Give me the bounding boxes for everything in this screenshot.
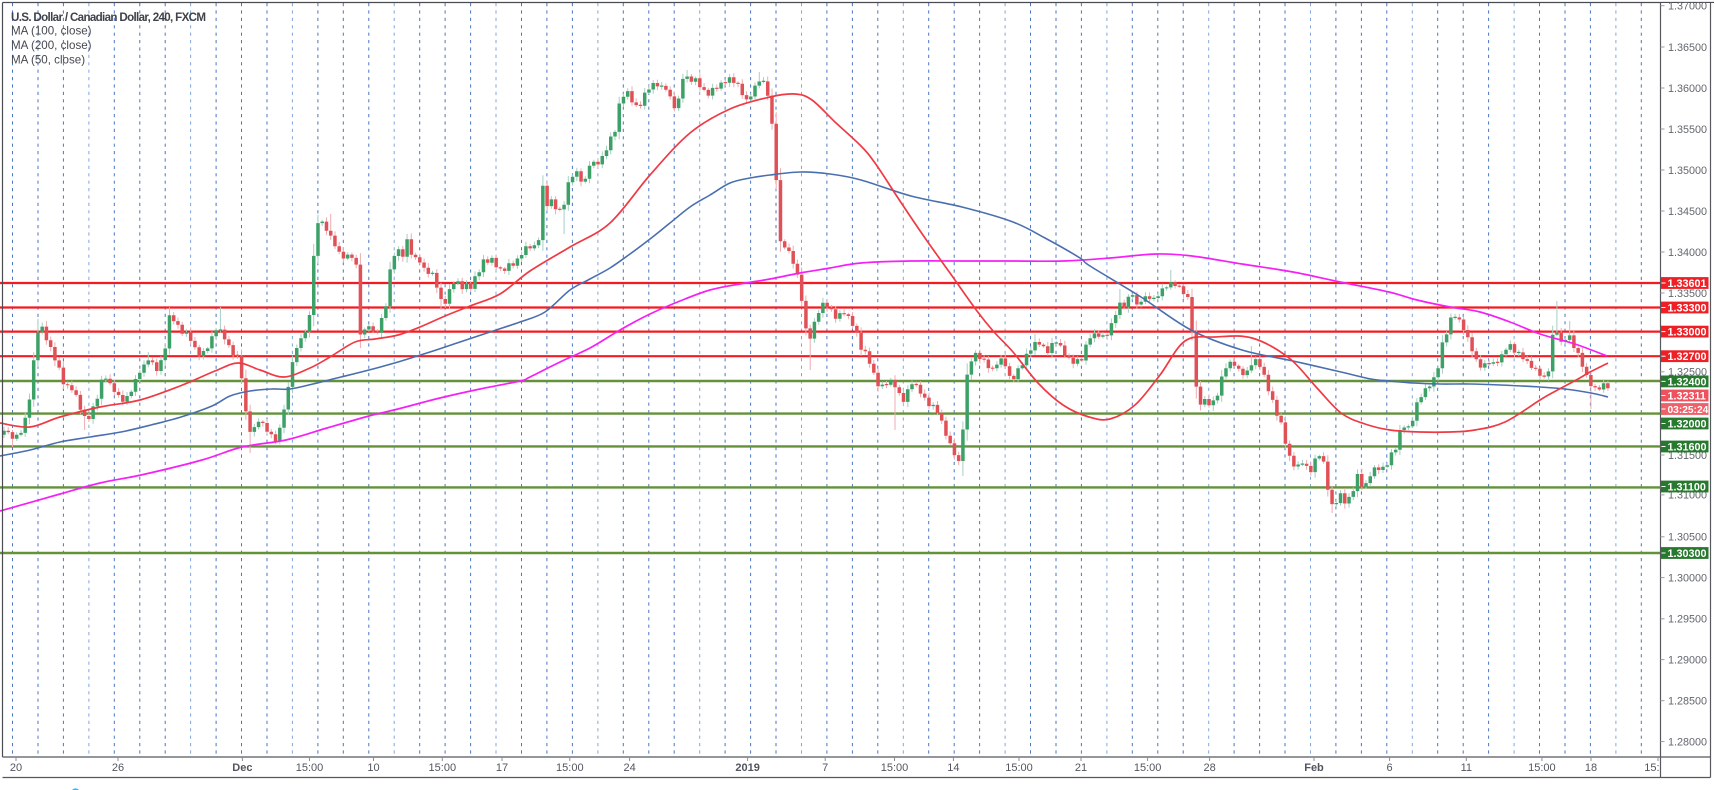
- svg-text:03:25:24: 03:25:24: [1668, 405, 1709, 416]
- svg-text:1.35000: 1.35000: [1668, 165, 1707, 177]
- svg-text:1.34500: 1.34500: [1668, 206, 1707, 218]
- svg-text:1.35500: 1.35500: [1668, 124, 1707, 136]
- svg-text:7: 7: [822, 762, 828, 774]
- svg-text:1.36500: 1.36500: [1668, 42, 1707, 54]
- svg-text:15:00: 15:00: [1644, 762, 1672, 774]
- svg-text:1.29000: 1.29000: [1668, 654, 1707, 666]
- svg-text:1.34000: 1.34000: [1668, 247, 1707, 259]
- svg-text:MA (200, close): MA (200, close): [11, 39, 92, 52]
- svg-text:28: 28: [1203, 762, 1215, 774]
- svg-text:17: 17: [496, 762, 508, 774]
- svg-text:10: 10: [367, 762, 379, 774]
- svg-text:1.33000: 1.33000: [1668, 327, 1707, 339]
- svg-text:15:00: 15:00: [1528, 762, 1556, 774]
- svg-text:1.32000: 1.32000: [1668, 419, 1707, 431]
- svg-text:15:00: 15:00: [1005, 762, 1033, 774]
- svg-text:6: 6: [1387, 762, 1393, 774]
- svg-text:1.31100: 1.31100: [1668, 482, 1706, 494]
- svg-text:1.28500: 1.28500: [1668, 696, 1707, 708]
- svg-text:Feb: Feb: [1304, 762, 1324, 774]
- svg-text:15:00: 15:00: [556, 762, 584, 774]
- svg-text:26: 26: [112, 762, 124, 774]
- svg-text:1.33601: 1.33601: [1668, 278, 1707, 290]
- svg-text:18: 18: [1585, 762, 1597, 774]
- svg-text:15:00: 15:00: [1134, 762, 1162, 774]
- svg-text:MA (50, close): MA (50, close): [11, 54, 85, 67]
- svg-text:21: 21: [1075, 762, 1087, 774]
- svg-text:1.31000: 1.31000: [1668, 490, 1707, 502]
- svg-text:1.37000: 1.37000: [1668, 1, 1707, 13]
- svg-text:20: 20: [10, 762, 22, 774]
- svg-text:1.28000: 1.28000: [1668, 736, 1707, 748]
- svg-text:1.36000: 1.36000: [1668, 83, 1707, 95]
- svg-text:11: 11: [1461, 762, 1472, 774]
- svg-text:1.32700: 1.32700: [1668, 351, 1707, 363]
- svg-text:U.S. Dollar / Canadian Dollar,: U.S. Dollar / Canadian Dollar, 240, FXCM: [11, 11, 206, 24]
- svg-text:1.32400: 1.32400: [1668, 376, 1707, 388]
- svg-text:15:00: 15:00: [429, 762, 457, 774]
- svg-text:1.30000: 1.30000: [1668, 572, 1707, 584]
- svg-text:1.29500: 1.29500: [1668, 614, 1707, 626]
- svg-text:2019: 2019: [735, 762, 759, 774]
- svg-text:14: 14: [947, 762, 959, 774]
- svg-text:24: 24: [623, 762, 635, 774]
- svg-text:1.32311: 1.32311: [1668, 391, 1706, 403]
- svg-text:1.30500: 1.30500: [1668, 532, 1707, 544]
- svg-text:MA (100, close): MA (100, close): [11, 25, 92, 38]
- svg-text:15:00: 15:00: [881, 762, 909, 774]
- svg-text:1.33300: 1.33300: [1668, 303, 1707, 315]
- svg-text:15:00: 15:00: [296, 762, 324, 774]
- svg-text:1.33500: 1.33500: [1668, 288, 1707, 300]
- svg-text:1.31500: 1.31500: [1668, 450, 1707, 462]
- svg-text:1.30300: 1.30300: [1668, 548, 1707, 560]
- svg-text:Dec: Dec: [232, 762, 252, 774]
- svg-text:1.31600: 1.31600: [1668, 442, 1707, 454]
